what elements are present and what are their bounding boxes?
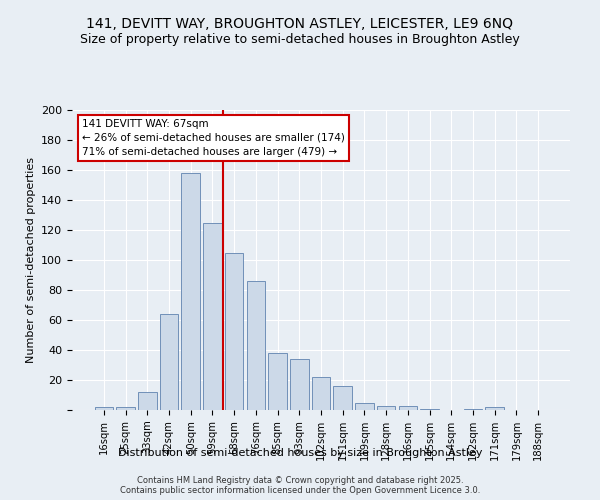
Bar (355, 402, 374, 410)
Bar (377, 406, 395, 410)
Bar (116, 407, 135, 410)
Bar (203, 222, 221, 410)
Bar (160, 314, 178, 410)
Bar (464, 408, 482, 410)
Bar (334, 386, 352, 410)
Text: Contains HM Land Registry data © Crown copyright and database right 2025.
Contai: Contains HM Land Registry data © Crown c… (120, 476, 480, 495)
Text: 141 DEVITT WAY: 67sqm
← 26% of semi-detached houses are smaller (174)
71% of sem: 141 DEVITT WAY: 67sqm ← 26% of semi-deta… (82, 119, 345, 157)
Bar (138, 392, 157, 410)
Bar (421, 408, 439, 410)
Y-axis label: Number of semi-detached properties: Number of semi-detached properties (26, 157, 35, 363)
Text: 141, DEVITT WAY, BROUGHTON ASTLEY, LEICESTER, LE9 6NQ: 141, DEVITT WAY, BROUGHTON ASTLEY, LEICE… (86, 18, 514, 32)
Bar (485, 407, 504, 410)
Bar (398, 406, 417, 410)
Text: Size of property relative to semi-detached houses in Broughton Astley: Size of property relative to semi-detach… (80, 32, 520, 46)
Bar (225, 252, 244, 410)
Text: Distribution of semi-detached houses by size in Broughton Astley: Distribution of semi-detached houses by … (118, 448, 482, 458)
Bar (290, 359, 308, 410)
Bar (312, 377, 330, 410)
Bar (181, 173, 200, 410)
Bar (247, 281, 265, 410)
Bar (95, 407, 113, 410)
Bar (268, 353, 287, 410)
